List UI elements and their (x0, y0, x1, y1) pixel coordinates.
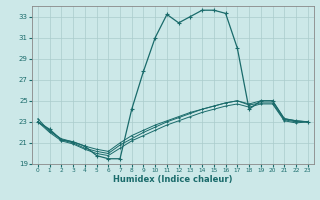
X-axis label: Humidex (Indice chaleur): Humidex (Indice chaleur) (113, 175, 233, 184)
